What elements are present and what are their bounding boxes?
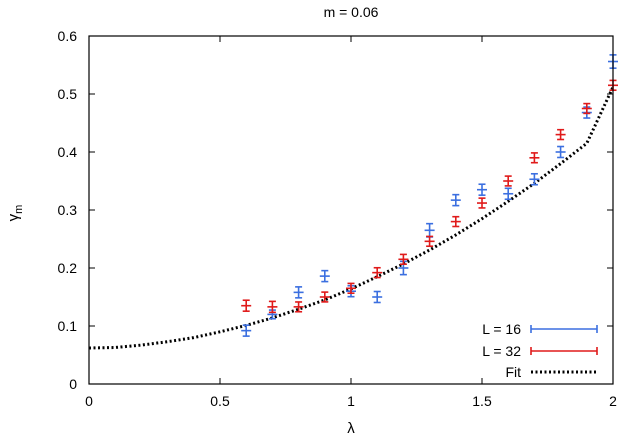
data-point-l16: [529, 172, 540, 186]
legend-label-l32: L = 32: [482, 343, 521, 359]
x-axis-label: λ: [347, 420, 355, 437]
data-point-l32: [424, 235, 435, 248]
data-point-l32: [529, 152, 540, 164]
y-tick-label: 0.4: [58, 144, 78, 160]
y-tick-label: 0.6: [58, 28, 78, 44]
y-tick-label: 0.1: [58, 318, 78, 334]
plot-frame: [88, 35, 614, 385]
fit-curve: [89, 86, 613, 350]
legend-swatch-l32: [530, 347, 598, 355]
svg-text:γm: γm: [5, 205, 25, 222]
data-point-l32: [477, 197, 487, 209]
y-axis-label: γm: [5, 205, 25, 222]
data-point-l16: [241, 324, 252, 337]
legend-label-l16: L = 16: [482, 321, 521, 337]
x-tick-label: 1.5: [472, 393, 492, 409]
data-point-l32: [503, 175, 514, 187]
x-tick-label: 2: [609, 393, 617, 409]
data-point-l32: [398, 253, 409, 266]
y-tick-label: 0.2: [58, 260, 78, 276]
data-point-l32: [581, 102, 592, 115]
data-point-l16: [424, 222, 435, 238]
data-point-l32: [372, 266, 383, 279]
x-tick-label: 0: [85, 393, 93, 409]
chart-title: m = 0.06: [324, 4, 379, 20]
y-tick-label: 0: [69, 376, 77, 392]
data-point-l16: [555, 145, 566, 159]
data-point-l16: [450, 193, 461, 207]
data-point-l32: [267, 300, 278, 314]
data-point-l16: [503, 187, 514, 201]
legend-label-fit: Fit: [505, 364, 521, 380]
data-point-l32: [450, 215, 461, 228]
data-point-l32: [241, 299, 252, 312]
data-point-l16: [293, 286, 304, 299]
y-axis-label-main: γ: [5, 213, 22, 221]
legend-swatch-l16: [530, 325, 598, 333]
data-point-l32: [555, 128, 566, 141]
data-point-l32: [346, 282, 356, 295]
y-tick-label: 0.5: [58, 86, 78, 102]
x-tick-label: 1: [347, 393, 355, 409]
x-tick-label: 0.5: [210, 393, 230, 409]
y-tick-label: 0.3: [58, 202, 78, 218]
data-point-l16: [319, 269, 330, 283]
data-point-l32: [293, 301, 304, 313]
data-point-l16: [372, 290, 383, 304]
y-axis-label-sub: m: [13, 205, 25, 214]
data-point-l32: [319, 291, 330, 303]
data-point-l16: [477, 183, 487, 196]
legend: L = 16 L = 32 Fit: [482, 321, 598, 380]
